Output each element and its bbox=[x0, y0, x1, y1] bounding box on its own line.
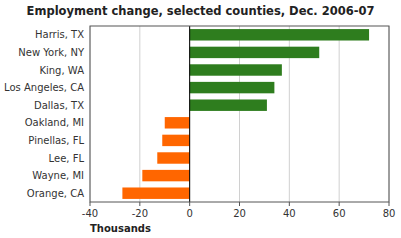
category-label: Orange, CA bbox=[27, 188, 84, 199]
category-label: New York, NY bbox=[18, 47, 85, 58]
grid-line bbox=[339, 26, 340, 202]
category-label: Harris, TX bbox=[35, 29, 84, 40]
grid-line bbox=[139, 26, 140, 202]
category-label: King, WA bbox=[39, 65, 84, 76]
bar bbox=[162, 135, 189, 146]
tick-mark bbox=[289, 202, 290, 206]
bar bbox=[190, 82, 275, 93]
tick-label: 60 bbox=[333, 208, 346, 219]
tick-mark bbox=[239, 202, 240, 206]
tick-label: 40 bbox=[283, 208, 296, 219]
category-label: Wayne, MI bbox=[32, 170, 84, 181]
tick-mark bbox=[90, 202, 91, 206]
tick-mark bbox=[189, 202, 190, 206]
title: Employment change, selected counties, De… bbox=[27, 4, 375, 18]
plot-area bbox=[90, 26, 389, 202]
chart-svg: Employment change, selected counties, De… bbox=[0, 0, 401, 238]
bar bbox=[165, 117, 190, 128]
bar bbox=[142, 170, 189, 181]
bar bbox=[190, 64, 282, 75]
tick-mark bbox=[389, 202, 390, 206]
category-label: Lee, FL bbox=[49, 153, 85, 164]
x-axis-label: Thousands bbox=[90, 223, 151, 234]
category-label: Los Angeles, CA bbox=[4, 82, 84, 93]
grid-line bbox=[189, 26, 190, 202]
bar bbox=[122, 187, 189, 198]
bars bbox=[122, 29, 369, 199]
tick-mark bbox=[139, 202, 140, 206]
tick-label: -40 bbox=[82, 208, 98, 219]
tick-label: 0 bbox=[186, 208, 192, 219]
tick-label: 80 bbox=[383, 208, 396, 219]
zero-line bbox=[189, 26, 190, 202]
bar bbox=[190, 99, 267, 110]
category-label: Oakland, MI bbox=[25, 117, 84, 128]
category-label: Pinellas, FL bbox=[28, 135, 84, 146]
bar bbox=[190, 47, 320, 58]
tick-label: 20 bbox=[233, 208, 246, 219]
tick-mark bbox=[339, 202, 340, 206]
tick-label: -20 bbox=[132, 208, 148, 219]
bar bbox=[157, 152, 189, 163]
bar bbox=[190, 29, 369, 40]
plot-frame bbox=[90, 26, 389, 202]
category-label: Dallas, TX bbox=[34, 100, 84, 111]
